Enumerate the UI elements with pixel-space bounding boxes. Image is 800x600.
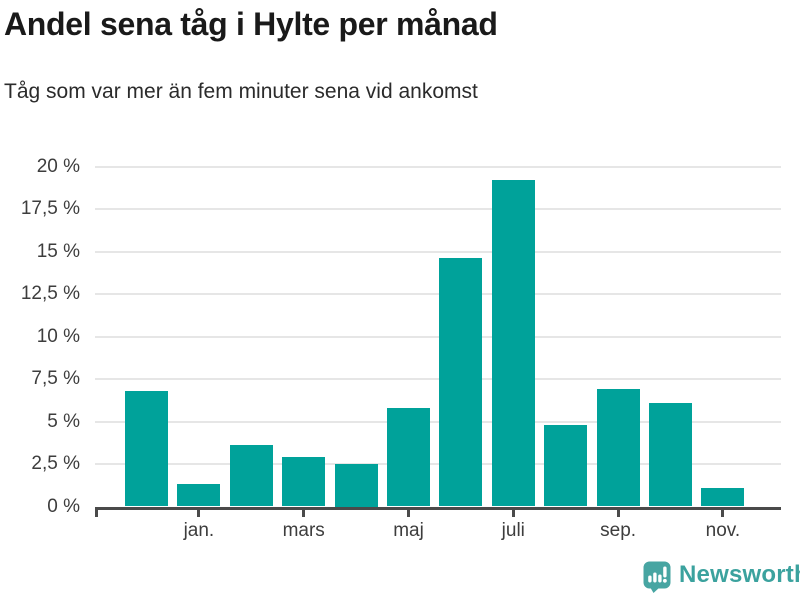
y-tick-label: 2,5 % bbox=[31, 453, 80, 474]
x-axis-tick bbox=[511, 509, 515, 517]
x-axis-tick bbox=[302, 509, 306, 517]
bar-juli bbox=[491, 180, 535, 507]
y-tick-label: 7,5 % bbox=[31, 368, 80, 389]
newsworthy-logo-icon bbox=[643, 561, 671, 593]
bar-juni bbox=[439, 258, 483, 507]
gridline bbox=[95, 208, 781, 210]
bar-dec. bbox=[125, 390, 168, 507]
gridline bbox=[95, 293, 781, 295]
bar-mars bbox=[282, 457, 326, 507]
x-axis-tick bbox=[407, 509, 410, 517]
y-tick-label: 12,5 % bbox=[20, 283, 80, 304]
gridline bbox=[95, 250, 781, 253]
y-tick-label: 20 % bbox=[36, 155, 80, 177]
y-tick-label: 17,5 % bbox=[20, 198, 80, 219]
chart-title: Andel sena tåg i Hylte per månad bbox=[4, 6, 498, 42]
x-tick-label: maj bbox=[393, 519, 424, 541]
bar-jan. bbox=[177, 484, 221, 507]
gridline bbox=[95, 420, 781, 423]
y-tick-label: 10 % bbox=[36, 325, 80, 347]
x-tick-label: nov. bbox=[705, 519, 741, 541]
newsworthy-logo: Newsworthy bbox=[643, 561, 800, 593]
gridline bbox=[95, 165, 781, 168]
gridline bbox=[95, 335, 781, 338]
bar-feb. bbox=[229, 445, 273, 507]
bar-apr. bbox=[334, 464, 378, 507]
x-axis-tick bbox=[616, 509, 620, 517]
y-tick-label: 15 % bbox=[36, 240, 80, 262]
x-tick-label: mars bbox=[282, 519, 325, 541]
chart-subtitle: Tåg som var mer än fem minuter sena vid … bbox=[4, 80, 478, 103]
gridline bbox=[95, 463, 781, 465]
x-axis-line bbox=[95, 506, 781, 510]
bar-sep. bbox=[596, 389, 640, 507]
x-tick-label: sep. bbox=[600, 519, 637, 541]
x-axis-tick bbox=[721, 509, 725, 517]
y-tick-label: 0 % bbox=[47, 495, 80, 517]
y-tick-label: 5 % bbox=[47, 410, 80, 432]
bar-nov. bbox=[701, 487, 745, 507]
x-axis-tick bbox=[94, 509, 98, 517]
bar-aug. bbox=[544, 424, 588, 507]
bar-okt. bbox=[649, 402, 692, 507]
x-axis-tick bbox=[197, 509, 201, 517]
gridline bbox=[95, 378, 781, 380]
x-tick-label: jan. bbox=[183, 519, 215, 541]
newsworthy-logo-text: Newsworthy bbox=[679, 561, 800, 588]
x-tick-label: juli bbox=[501, 519, 525, 541]
bar-maj bbox=[387, 407, 430, 507]
